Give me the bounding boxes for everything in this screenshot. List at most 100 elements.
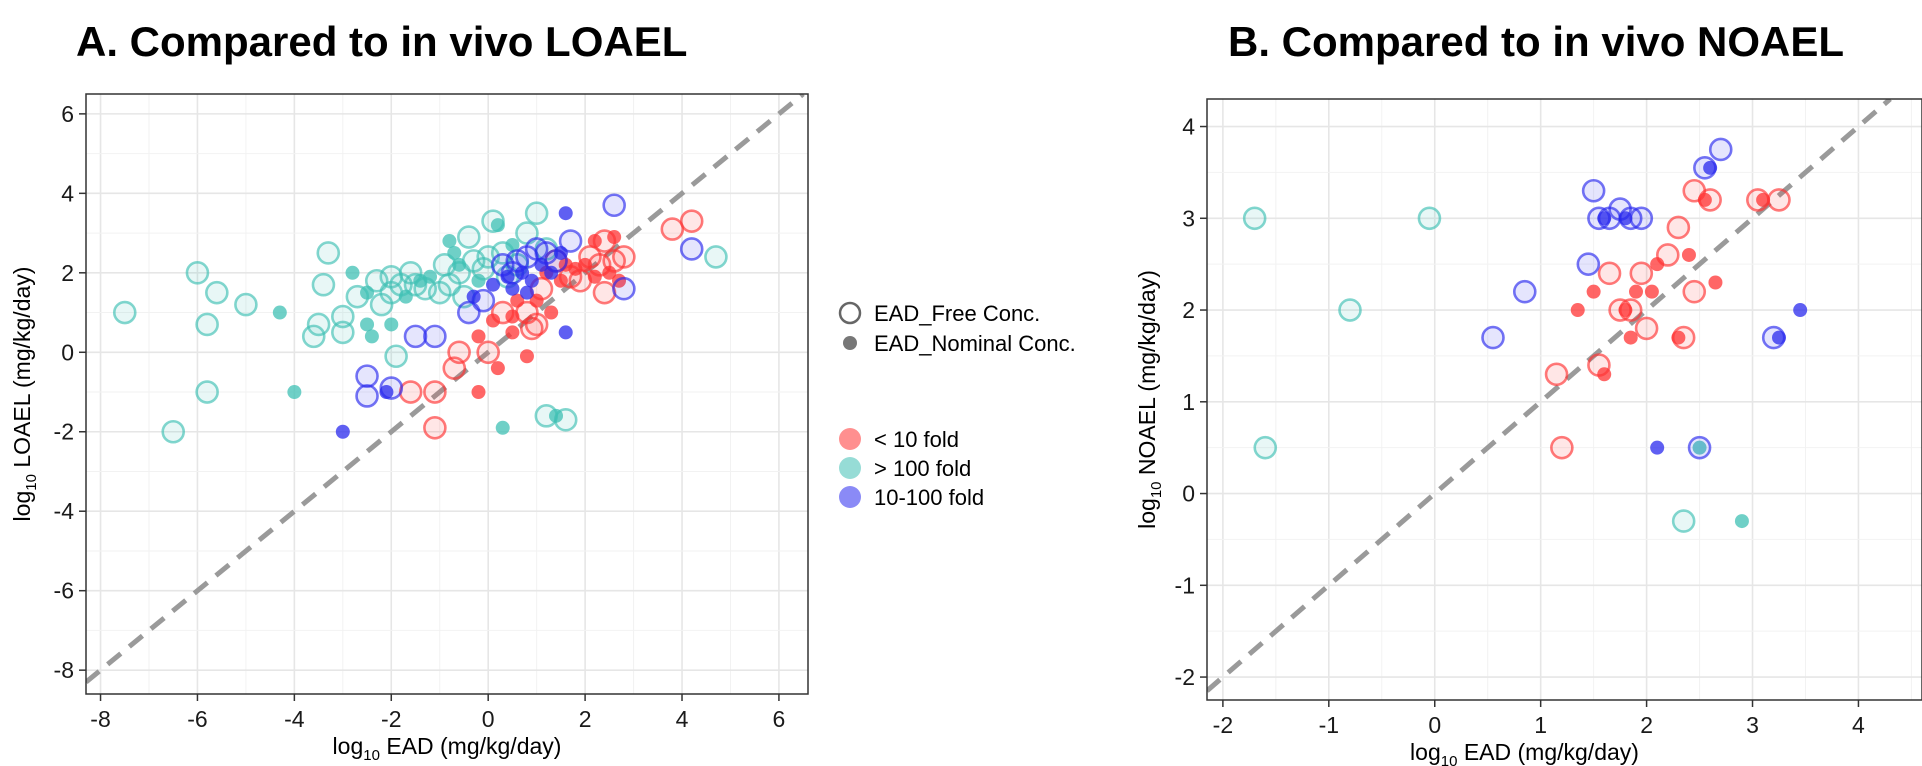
- point-nominal-conc-10-fold: [1650, 257, 1665, 272]
- point-nominal-conc-100-fold: [272, 305, 287, 320]
- legend-blue-symbol: [839, 486, 861, 508]
- point-free-conc-100-fold: [195, 380, 219, 404]
- point-free-conc-10-fold: [1550, 435, 1574, 460]
- point-free-conc-10-fold: [1597, 261, 1622, 286]
- point-free-conc-10-fold: [679, 209, 704, 233]
- plot-background: [86, 94, 808, 694]
- point-free-conc-100-fold: [185, 261, 210, 285]
- point-free-conc-10-100-fold: [403, 324, 428, 349]
- point-free-conc-10-100-fold: [612, 276, 636, 301]
- point-nominal-conc-100-fold: [471, 273, 486, 288]
- point-free-conc-10-100-fold: [602, 193, 626, 218]
- point-nominal-conc-100-fold: [413, 273, 428, 288]
- point-nominal-conc-10-fold: [471, 329, 486, 344]
- point-nominal-conc-10-fold: [519, 349, 534, 364]
- point-nominal-conc-100-fold: [384, 317, 399, 332]
- y-tick-label: -2: [54, 419, 74, 445]
- point-free-conc-10-fold: [1629, 261, 1654, 286]
- point-free-conc-10-fold: [592, 280, 617, 305]
- point-free-conc-10-100-fold: [355, 364, 379, 388]
- point-free-conc-10-100-fold: [679, 237, 704, 261]
- legend: EAD_Free Conc. EAD_Nominal Conc. < 10 fo…: [838, 301, 1076, 510]
- y-tick-label: 0: [61, 339, 74, 365]
- y-tick-label: -8: [54, 657, 74, 683]
- point-nominal-conc-10-fold: [1681, 247, 1696, 262]
- point-nominal-conc-10-100-fold: [1703, 160, 1718, 175]
- legend-label-free-conc: EAD_Free Conc.: [874, 301, 1040, 326]
- x-tick-label: 2: [1640, 712, 1653, 738]
- panel-a-title: A. Compared to in vivo LOAEL: [76, 18, 688, 65]
- y-axis-title: log10 NOAEL (mg/kg/day): [1134, 270, 1165, 529]
- point-nominal-conc-10-fold: [587, 269, 602, 284]
- y-tick-label: -6: [54, 578, 74, 604]
- point-nominal-conc-10-fold: [529, 293, 544, 308]
- point-free-conc-10-fold: [1634, 316, 1659, 341]
- legend-label-lt10: < 10 fold: [874, 427, 959, 452]
- point-nominal-conc-100-fold: [360, 317, 375, 332]
- point-nominal-conc-100-fold: [1734, 514, 1749, 529]
- identity-reference-line: [1207, 99, 1892, 693]
- point-nominal-conc-10-fold: [1629, 284, 1643, 299]
- x-tick-label: 1: [1534, 712, 1547, 738]
- point-free-conc-10-fold: [1682, 279, 1707, 304]
- plot-border: [85, 93, 809, 695]
- point-nominal-conc-10-fold: [607, 230, 622, 245]
- point-nominal-conc-10-100-fold: [1772, 330, 1786, 345]
- point-free-conc-100-fold: [301, 324, 326, 349]
- point-free-conc-100-fold: [311, 272, 336, 297]
- y-tick-label: 2: [61, 260, 74, 286]
- y-tick-label: 6: [61, 101, 74, 127]
- y-tick-label: 1: [1182, 389, 1195, 415]
- point-nominal-conc-10-fold: [1586, 284, 1601, 299]
- legend-label-10to100: 10-100 fold: [874, 485, 984, 510]
- point-nominal-conc-10-fold: [1623, 330, 1638, 345]
- point-nominal-conc-100-fold: [345, 265, 360, 280]
- point-nominal-conc-100-fold: [364, 329, 379, 344]
- panel-a-plot: -8 -6 -4 -2 0 2 4 6 -8 -6 -4 -2 0 2 4 6 log10 EAD (mg/kg…: [9, 93, 809, 764]
- point-free-conc-100-fold: [384, 344, 408, 369]
- grid-lines: [1207, 99, 1922, 700]
- point-nominal-conc-10-fold: [505, 309, 520, 324]
- point-nominal-conc-10-fold: [505, 325, 520, 340]
- point-free-conc-10-fold: [447, 340, 471, 365]
- point-free-conc-100-fold: [1253, 435, 1278, 460]
- point-nominal-conc-10-100-fold: [558, 206, 573, 221]
- y-tick-label: 0: [1182, 481, 1195, 507]
- plot-background: [1207, 99, 1922, 700]
- x-tick-label: 6: [773, 706, 786, 732]
- x-tick-label: 4: [676, 706, 689, 732]
- y-tick-label: 3: [1182, 205, 1195, 231]
- y-tick-label: -4: [54, 498, 75, 524]
- point-nominal-conc-10-fold: [1597, 367, 1612, 382]
- data-points: [112, 193, 728, 444]
- point-nominal-conc-100-fold: [452, 257, 467, 272]
- x-tick-label: 2: [579, 706, 592, 732]
- point-nominal-conc-100-fold: [447, 245, 462, 260]
- point-free-conc-10-100-fold: [423, 324, 447, 349]
- point-nominal-conc-10-100-fold: [1650, 440, 1665, 455]
- panel-b-title: B. Compared to in vivo NOAEL: [1228, 18, 1845, 65]
- point-nominal-conc-10-fold: [1671, 330, 1686, 345]
- point-free-conc-100-fold: [316, 241, 341, 265]
- x-tick-label: 4: [1852, 712, 1865, 738]
- point-free-conc-10-fold: [568, 268, 593, 293]
- point-nominal-conc-100-fold: [505, 237, 520, 252]
- point-nominal-conc-10-fold: [490, 361, 505, 376]
- y-tick-label: -1: [1175, 572, 1195, 598]
- x-tick-label: -6: [187, 706, 207, 732]
- point-free-conc-10-fold: [423, 380, 447, 404]
- point-free-conc-10-100-fold: [1481, 325, 1505, 350]
- x-tick-label: -4: [284, 706, 305, 732]
- point-free-conc-100-fold: [112, 300, 137, 325]
- point-free-conc-100-fold: [195, 312, 219, 337]
- point-free-conc-100-fold: [1338, 298, 1362, 322]
- point-free-conc-10-fold: [1655, 243, 1680, 267]
- point-free-conc-10-100-fold: [471, 288, 496, 313]
- point-nominal-conc-10-100-fold: [335, 424, 350, 439]
- point-free-conc-100-fold: [161, 419, 186, 444]
- point-free-conc-10-100-fold: [1708, 137, 1733, 162]
- point-free-conc-100-fold: [1417, 206, 1442, 231]
- point-free-conc-10-100-fold: [1581, 178, 1606, 203]
- point-free-conc-10-fold: [1618, 298, 1643, 322]
